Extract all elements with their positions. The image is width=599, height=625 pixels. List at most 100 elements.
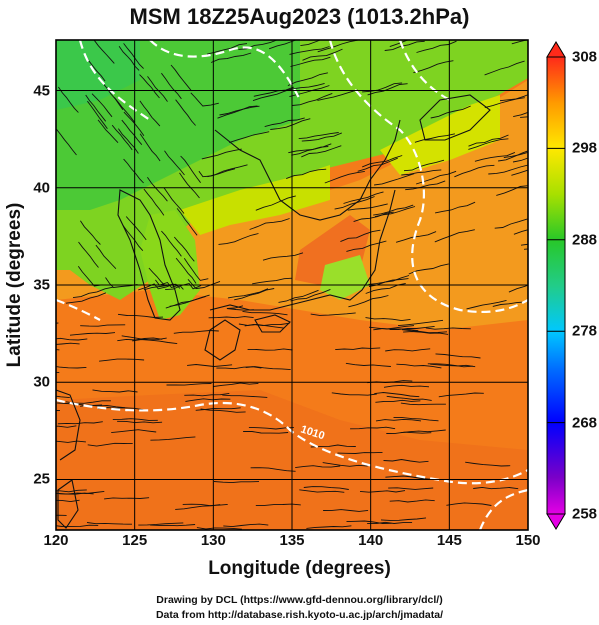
streamline	[80, 220, 101, 245]
streamline	[105, 277, 138, 288]
streamline	[287, 72, 328, 87]
streamline	[238, 323, 284, 329]
streamline	[435, 201, 476, 214]
streamline	[430, 105, 471, 119]
streamline	[438, 392, 484, 398]
streamline	[170, 64, 192, 91]
y-tick-label: 25	[33, 470, 50, 488]
streamline	[317, 40, 358, 53]
streamline	[323, 509, 369, 512]
streamline	[117, 337, 163, 342]
x-tick-label: 135	[279, 532, 305, 549]
streamline	[434, 229, 475, 243]
streamline	[226, 305, 254, 311]
streamline	[87, 100, 108, 129]
streamline	[520, 116, 528, 118]
streamline	[117, 420, 163, 424]
streamline	[474, 151, 516, 162]
streamline	[85, 94, 107, 122]
streamline	[218, 233, 259, 245]
streamline	[247, 348, 293, 351]
streamline	[362, 82, 403, 93]
streamline	[295, 465, 341, 469]
streamline	[393, 416, 439, 422]
streamline	[383, 459, 429, 463]
streamline	[299, 489, 345, 493]
streamline	[286, 168, 327, 180]
streamline	[473, 486, 519, 490]
streamline	[208, 316, 254, 319]
streamline	[484, 97, 525, 109]
streamline	[384, 40, 425, 51]
streamline	[512, 157, 528, 163]
streamline	[243, 431, 289, 434]
streamline	[114, 97, 135, 123]
streamline	[57, 421, 103, 425]
streamline	[362, 155, 403, 168]
streamline	[121, 335, 167, 341]
streamline	[253, 86, 294, 97]
streamline	[139, 100, 161, 127]
streamline	[303, 486, 349, 490]
streamline	[306, 525, 352, 529]
streamline	[262, 252, 304, 261]
streamline	[200, 408, 246, 413]
colorbar	[546, 41, 566, 530]
streamline	[234, 288, 275, 301]
streamline	[229, 131, 270, 144]
streamline	[513, 229, 528, 235]
streamline	[56, 366, 87, 369]
streamline	[405, 180, 446, 191]
streamline	[86, 522, 133, 525]
coastlines	[56, 94, 491, 529]
plot-frame	[55, 39, 529, 531]
streamline	[87, 442, 133, 447]
streamline	[337, 451, 383, 454]
colorbar-tick-label: 268	[572, 414, 598, 432]
streamline	[340, 229, 381, 243]
streamline	[59, 490, 105, 495]
streamline	[465, 461, 511, 467]
streamline	[56, 514, 67, 516]
streamline	[223, 523, 269, 528]
streamline	[238, 40, 279, 50]
streamline	[389, 499, 435, 503]
streamline	[169, 294, 210, 307]
streamline	[56, 342, 80, 345]
x-tick-label: 125	[122, 532, 148, 549]
streamline	[150, 436, 196, 441]
streamline	[292, 92, 333, 106]
streamline	[201, 148, 242, 160]
streamline	[184, 392, 230, 397]
streamline	[80, 324, 126, 327]
streamline	[348, 295, 389, 308]
streamline	[122, 224, 144, 251]
colorbar-tick-label: 298	[572, 139, 598, 157]
streamline	[268, 40, 298, 50]
streamline	[150, 524, 196, 527]
colorbar-tick-label: 278	[572, 322, 598, 340]
streamline	[132, 339, 178, 345]
streamline	[389, 325, 435, 331]
streamline	[367, 83, 408, 96]
streamline	[401, 169, 442, 176]
streamline	[139, 74, 160, 99]
streamline	[345, 362, 391, 367]
streamline	[454, 164, 495, 178]
streamline	[227, 288, 269, 299]
streamline	[143, 188, 165, 216]
streamline	[322, 462, 368, 467]
streamline	[56, 489, 87, 493]
streamline	[252, 277, 293, 285]
streamline	[400, 429, 446, 434]
streamline	[413, 60, 454, 74]
streamline	[56, 425, 77, 428]
streamline	[310, 444, 356, 448]
streamline	[357, 157, 398, 172]
y-tick-label: 30	[33, 373, 50, 391]
streamline	[242, 310, 288, 316]
streamline	[395, 231, 437, 243]
streamline	[335, 347, 381, 351]
streamline	[93, 40, 115, 64]
x-tick-label: 140	[358, 532, 384, 549]
